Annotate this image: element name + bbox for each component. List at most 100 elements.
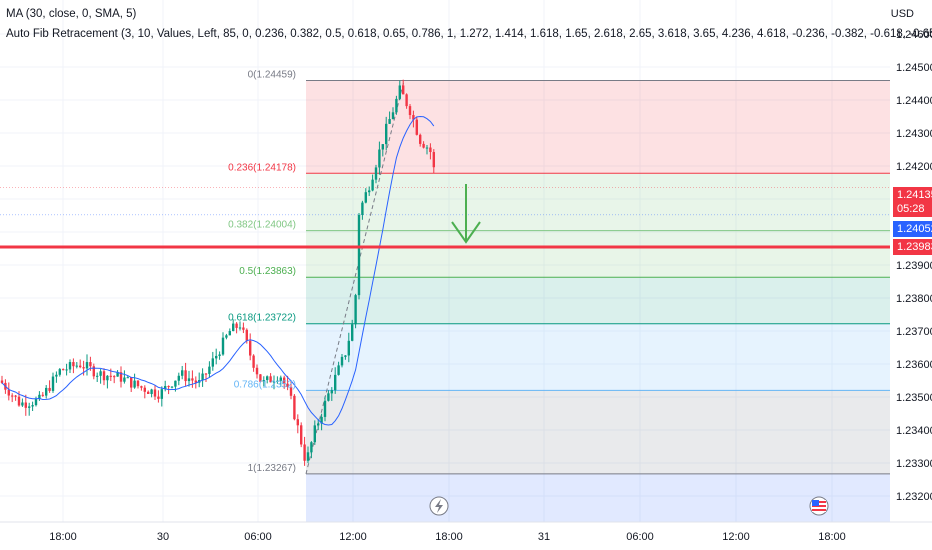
candle bbox=[354, 293, 357, 329]
last-price-value: 1.24135 bbox=[897, 189, 932, 201]
fib-label-6: 1(1.23267) bbox=[248, 463, 296, 474]
candle bbox=[232, 319, 235, 332]
candle bbox=[130, 377, 133, 393]
price-tick: 1.23600 bbox=[896, 359, 932, 371]
candle bbox=[7, 382, 10, 401]
candle bbox=[347, 332, 350, 363]
candle bbox=[269, 373, 272, 383]
candle bbox=[252, 354, 255, 372]
candle bbox=[228, 328, 231, 336]
horizontal-line-price-tag: 1.23983 bbox=[893, 239, 932, 255]
candle bbox=[79, 359, 82, 369]
fib-level-lines bbox=[0, 80, 890, 475]
candle bbox=[194, 376, 197, 389]
candle bbox=[238, 321, 242, 331]
candle bbox=[68, 359, 72, 374]
candle bbox=[208, 361, 211, 378]
candle bbox=[378, 141, 381, 175]
price-tick: 1.24400 bbox=[896, 95, 932, 107]
price-tick: 1.24600 bbox=[896, 29, 932, 41]
candle bbox=[408, 103, 412, 120]
time-axis[interactable]: 18:00 30 06:00 12:00 18:00 31 06:00 12:00 18:00 bbox=[0, 521, 932, 543]
candle bbox=[419, 133, 422, 147]
candle bbox=[177, 372, 180, 386]
candle bbox=[136, 380, 140, 389]
price-tick: 1.24500 bbox=[896, 62, 932, 74]
candle bbox=[143, 385, 146, 399]
candle bbox=[157, 390, 160, 403]
candle bbox=[45, 385, 48, 399]
candle bbox=[187, 370, 191, 387]
candle bbox=[317, 418, 320, 431]
candle bbox=[96, 372, 99, 382]
candle bbox=[34, 396, 38, 407]
candle bbox=[113, 375, 116, 384]
candle bbox=[415, 116, 418, 136]
us-flag-icon[interactable] bbox=[809, 496, 829, 516]
candle bbox=[204, 372, 208, 382]
down-arrow-drawing[interactable] bbox=[451, 184, 481, 244]
candle bbox=[191, 370, 194, 388]
candle bbox=[14, 394, 17, 401]
candle bbox=[289, 380, 293, 400]
candle bbox=[395, 95, 398, 115]
candle bbox=[381, 144, 384, 157]
candle bbox=[249, 333, 252, 361]
candle bbox=[320, 413, 323, 431]
fib-indicator-legend[interactable]: Auto Fib Retracement (3, 10, Values, Lef… bbox=[6, 28, 932, 40]
ma-indicator-legend[interactable]: MA (30, close, 0, SMA, 5) bbox=[6, 8, 137, 20]
candle bbox=[425, 144, 429, 155]
candle bbox=[306, 446, 310, 464]
fib-zones bbox=[306, 80, 890, 522]
candle bbox=[221, 332, 225, 356]
candle bbox=[337, 361, 340, 376]
candle bbox=[388, 111, 391, 125]
time-tick: 06:00 bbox=[244, 531, 272, 543]
lightning-icon[interactable] bbox=[429, 496, 449, 516]
candle bbox=[391, 107, 395, 120]
candle bbox=[255, 364, 259, 379]
fib-level-labels: 0(1.24459) 0.236(1.24178) 0.382(1.24004) 0.… bbox=[228, 70, 296, 474]
candle bbox=[398, 80, 401, 101]
candle bbox=[371, 174, 374, 192]
time-tick: 12:00 bbox=[722, 531, 750, 543]
candle bbox=[65, 363, 68, 376]
candle bbox=[21, 398, 24, 407]
candle bbox=[102, 368, 106, 386]
last-price-tag: 1.24135 05:28 bbox=[893, 187, 932, 217]
candle bbox=[385, 116, 388, 151]
candle bbox=[276, 376, 279, 384]
candle bbox=[11, 393, 14, 403]
candle bbox=[296, 414, 299, 434]
time-tick: 18:00 bbox=[49, 531, 77, 543]
candle bbox=[422, 141, 425, 149]
candle bbox=[405, 93, 408, 109]
candle bbox=[51, 372, 55, 393]
candle bbox=[75, 362, 78, 369]
candle bbox=[351, 319, 354, 342]
fib-label-5: 0.786(1.2352) bbox=[234, 379, 296, 390]
candle bbox=[170, 386, 174, 389]
fib-label-4: 0.618(1.23722) bbox=[228, 313, 296, 324]
currency-label: USD bbox=[890, 8, 914, 20]
price-tick: 1.23900 bbox=[896, 260, 932, 272]
candle bbox=[41, 392, 44, 397]
candle bbox=[181, 365, 184, 380]
candle bbox=[262, 376, 265, 387]
candle bbox=[116, 370, 119, 377]
candle bbox=[85, 354, 89, 376]
candle bbox=[272, 375, 276, 390]
time-tick: 31 bbox=[538, 531, 550, 543]
candle bbox=[99, 369, 102, 384]
candle bbox=[432, 149, 435, 174]
price-axis[interactable]: 1.24600 1.24500 1.24400 1.24300 1.24200 1.241… bbox=[896, 29, 932, 503]
candle bbox=[0, 375, 4, 384]
candle bbox=[323, 396, 327, 422]
time-tick: 06:00 bbox=[626, 531, 654, 543]
candle bbox=[58, 368, 61, 377]
candle bbox=[164, 380, 167, 392]
price-tick: 1.23800 bbox=[896, 293, 932, 305]
candle bbox=[147, 390, 150, 395]
candle bbox=[368, 186, 371, 196]
